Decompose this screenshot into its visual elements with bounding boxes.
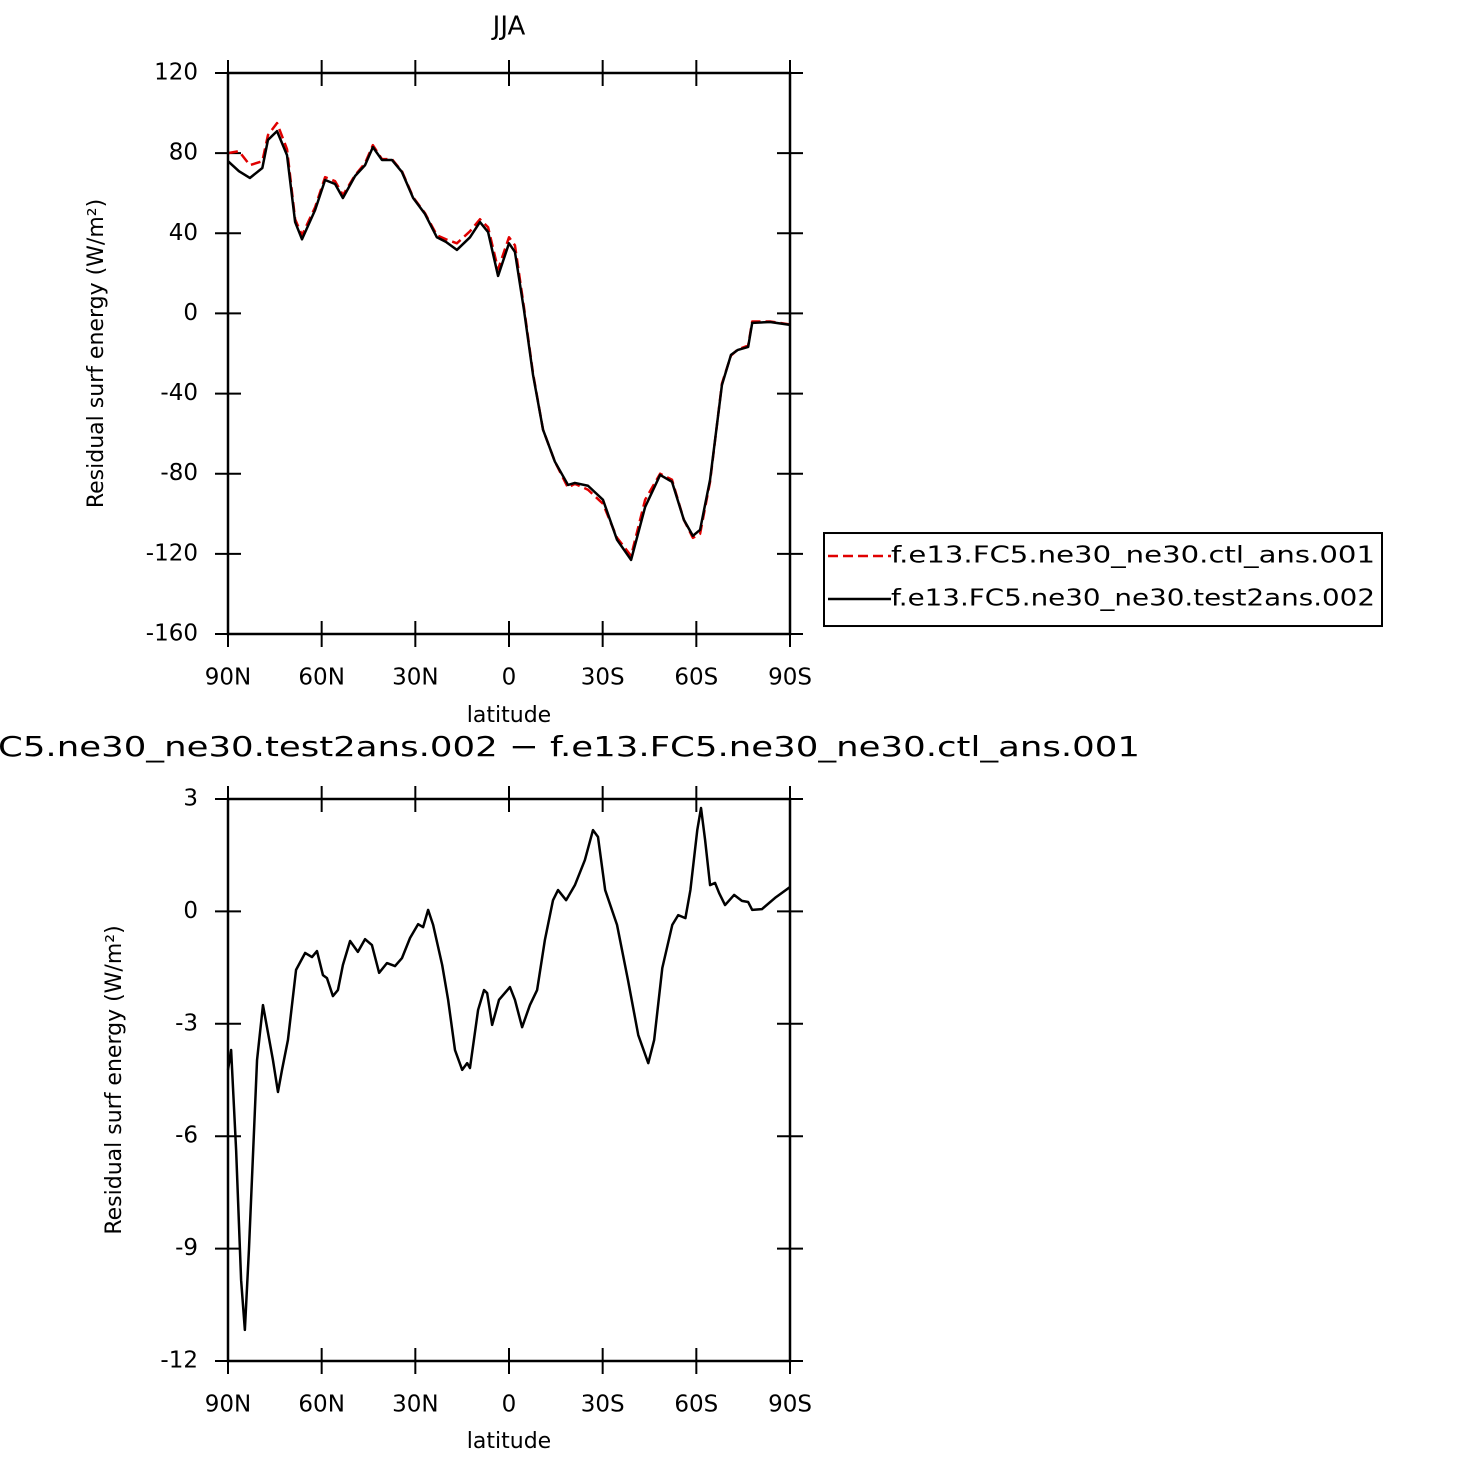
legend-label: f.e13.FC5.ne30_ne30.test2ans.002 <box>891 586 1375 612</box>
x-tick-label: 90N <box>205 665 251 691</box>
y-tick-label: 40 <box>169 220 198 246</box>
x-tick-label: 0 <box>502 665 517 691</box>
y-axis-label: Residual surf energy (W/m²) <box>84 199 109 508</box>
x-tick-label: 30N <box>392 1392 438 1418</box>
plot-frame <box>226 797 792 1363</box>
x-tick-label: 60N <box>298 1392 344 1418</box>
y-tick-label: 80 <box>169 140 198 166</box>
x-tick-label: 90S <box>768 1392 812 1418</box>
data-line <box>226 806 791 1332</box>
y-tick-label: 120 <box>154 60 198 86</box>
y-tick-label: 3 <box>183 786 198 812</box>
data-line <box>227 129 791 562</box>
x-tick-label: 90N <box>205 1392 251 1418</box>
x-tick-label: 60N <box>298 665 344 691</box>
x-tick-label: 30S <box>581 665 625 691</box>
plot-frame <box>226 71 792 636</box>
y-tick-label: -12 <box>160 1348 198 1374</box>
y-tick-label: -40 <box>160 380 198 406</box>
y-tick-label: -160 <box>146 621 198 647</box>
chart-title: JJA <box>491 12 526 42</box>
data-line <box>227 121 791 558</box>
x-tick-label: 0 <box>502 1392 517 1418</box>
legend-box <box>823 532 1383 628</box>
x-axis-label: latitude <box>467 703 551 728</box>
y-tick-label: -6 <box>175 1123 198 1149</box>
x-axis-label: latitude <box>467 1429 551 1454</box>
x-tick-label: 30S <box>581 1392 625 1418</box>
x-tick-label: 30N <box>392 665 438 691</box>
y-tick-label: 0 <box>183 898 198 924</box>
chart-title: f.e13.FC5.ne30_ne30.test2ans.002 − f.e13… <box>0 730 1140 763</box>
x-tick-label: 60S <box>674 1392 718 1418</box>
y-tick-label: -9 <box>175 1235 198 1261</box>
x-tick-label: 60S <box>674 665 718 691</box>
legend-label: f.e13.FC5.ne30_ne30.ctl_ans.001 <box>891 543 1375 569</box>
y-axis-label: Residual surf energy (W/m²) <box>102 925 127 1234</box>
y-tick-label: -3 <box>175 1010 198 1036</box>
y-tick-label: 0 <box>183 300 198 326</box>
x-tick-label: 90S <box>768 665 812 691</box>
y-tick-label: -120 <box>146 540 198 566</box>
y-tick-label: -80 <box>160 460 198 486</box>
